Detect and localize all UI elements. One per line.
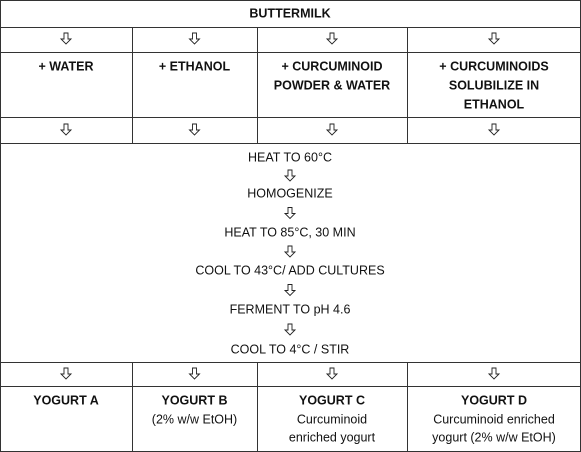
arrow	[283, 284, 297, 297]
process-step: HEAT TO 60°C	[248, 150, 332, 164]
yogurt-name: YOGURT C	[299, 393, 365, 407]
yogurt-description: enriched yogurt	[289, 430, 376, 444]
yogurt-description: Curcuminoid	[297, 412, 367, 426]
treatment-label: + WATER	[39, 59, 94, 73]
arrow	[59, 32, 73, 45]
process-step: HOMOGENIZE	[247, 186, 332, 200]
treatment-label: SOLUBILIZE IN	[449, 78, 539, 92]
process-step: HEAT TO 85°C, 30 MIN	[224, 225, 355, 239]
arrow	[325, 32, 339, 45]
title: BUTTERMILK	[249, 6, 330, 20]
arrow	[59, 367, 73, 380]
treatment-label: + CURCUMINOID	[281, 59, 382, 73]
yogurt-description: Curcuminoid enriched	[433, 412, 555, 426]
arrow	[188, 367, 201, 380]
treatment-label: + CURCUMINOIDS	[439, 59, 548, 73]
arrow	[283, 245, 297, 258]
arrow	[188, 32, 201, 45]
yogurt-name: YOGURT D	[461, 393, 527, 407]
arrow	[283, 323, 297, 336]
process-step: COOL TO 4°C / STIR	[231, 342, 350, 356]
yogurt-name: YOGURT B	[162, 393, 228, 407]
arrow	[325, 123, 339, 136]
arrow	[283, 207, 297, 220]
arrow	[283, 169, 297, 182]
process-step: COOL TO 43°C/ ADD CULTURES	[195, 263, 384, 277]
arrow	[487, 123, 501, 136]
process-step: FERMENT TO pH 4.6	[230, 302, 351, 316]
arrow	[188, 123, 201, 136]
treatment-label: + ETHANOL	[159, 59, 231, 73]
treatment-label: POWDER & WATER	[274, 78, 390, 92]
yogurt-name: YOGURT A	[33, 393, 99, 407]
arrow	[325, 367, 339, 380]
arrow	[59, 123, 73, 136]
arrow	[487, 32, 501, 45]
treatment-label: ETHANOL	[464, 97, 525, 111]
yogurt-description: yogurt (2% w/w EtOH)	[432, 430, 556, 444]
yogurt-description: (2% w/w EtOH)	[152, 412, 237, 426]
arrow	[487, 367, 501, 380]
